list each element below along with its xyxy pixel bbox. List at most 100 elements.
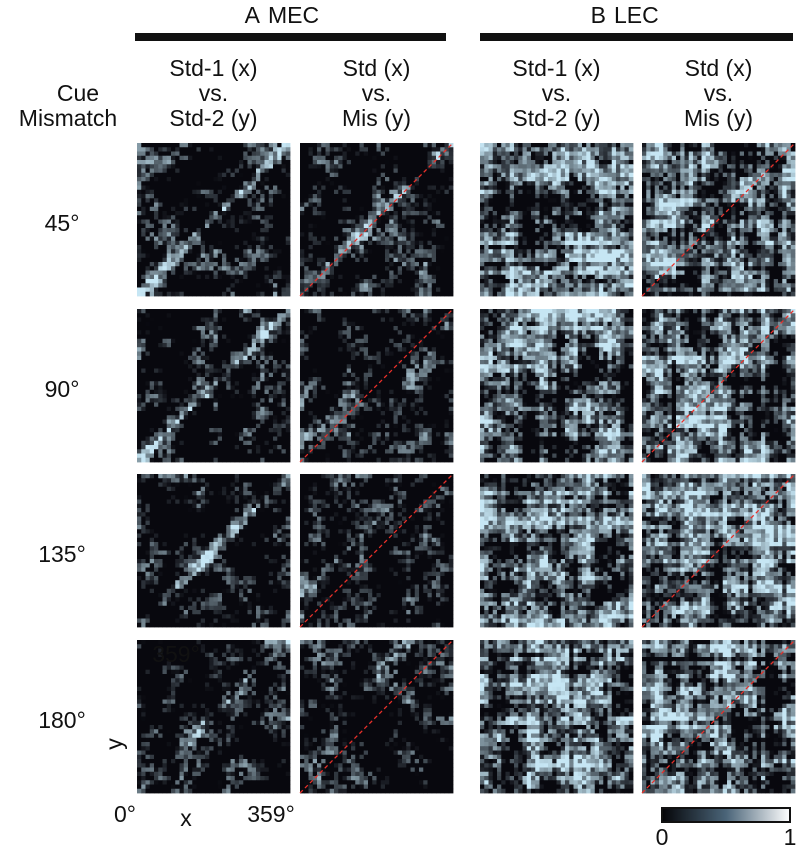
heatmap-cell [448,283,454,288]
heatmap-cell [260,172,265,178]
heatmap-cell [560,253,566,259]
heatmap-cell [141,194,146,199]
heatmap-cell [501,262,506,267]
heatmap-cell [526,266,532,271]
heatmap-cell [654,228,660,233]
heatmap-cell [535,211,540,216]
heatmap-cell [440,232,445,237]
heatmap-cell [671,147,677,152]
heatmap-cell [586,223,591,229]
heatmap-cell [137,198,142,203]
heatmap-cell [488,245,494,250]
heatmap-cell [735,185,741,191]
heatmap-cell [243,198,248,203]
heatmap-cell [436,143,441,148]
heatmap-cell [624,236,630,242]
heatmap-cell [145,270,151,276]
heatmap-cell [200,253,206,259]
heatmap-cell [603,143,608,148]
heatmap-cell [710,266,715,271]
heatmap-cell [158,274,163,280]
heatmap-cell [285,228,291,233]
heatmap-cell [209,164,214,169]
heatmap-cell [480,198,485,203]
heatmap-cell [650,228,656,233]
heatmap-cell [642,164,647,169]
heatmap-cell [200,202,206,208]
heatmap-cell [705,240,711,246]
heatmap-cell [368,291,373,297]
heatmap-cell [573,164,579,169]
heatmap-cell [577,185,583,191]
heatmap-cell [217,249,223,254]
heatmap-cell [239,189,244,195]
heatmap-cell [171,168,176,174]
heatmap-cell [230,160,236,165]
heatmap-cell [611,189,617,195]
heatmap-cell [501,164,506,169]
heatmap-cell [722,168,728,174]
heatmap-cell [497,155,502,161]
heatmap-cell [650,211,656,216]
heatmap-cell [154,168,159,174]
heatmap-cell [514,198,519,203]
heatmap-cell [448,253,454,259]
heatmap-cell [355,215,360,220]
heatmap-cell [209,211,214,216]
heatmap-cell [436,206,441,212]
heatmap-cell [522,155,528,161]
heatmap-cell [154,172,159,178]
heatmap-cell [646,249,651,254]
heatmap-cell [423,262,428,267]
heatmap-cell [230,266,236,271]
heatmap-cell [213,172,219,178]
heatmap-cell [368,266,373,271]
heatmap-cell [317,279,322,284]
heatmap-cell [188,215,193,220]
heatmap-cell [684,206,690,212]
heatmap-cell [624,151,630,157]
heatmap-cell [543,181,549,186]
heatmap-cell [247,240,253,246]
heatmap-cell [145,249,151,254]
heatmap-cell [586,202,591,208]
heatmap-cell [518,168,523,174]
heatmap-cell [149,283,155,288]
heatmap-cell [308,211,314,216]
heatmap-cell [251,155,257,161]
heatmap-cell [488,194,494,199]
heatmap-cell [722,228,728,233]
heatmap-cell [171,249,176,254]
heatmap-cell [137,219,142,225]
heatmap-cell [273,287,278,293]
heatmap-cell [436,168,441,174]
heatmap-cell [727,189,732,195]
heatmap-cell [247,219,253,225]
heatmap-cell [196,240,202,246]
heatmap-cell [351,215,356,220]
heatmap-cell [501,211,506,216]
heatmap-cell [380,206,386,212]
heatmap-cell [304,147,309,152]
heatmap-cell [573,143,579,148]
heatmap-cell [444,181,450,186]
heatmap-cell [268,194,274,199]
heatmap-cell [137,147,142,152]
heatmap-cell [363,143,369,148]
heatmap-cell [752,266,758,271]
heatmap-cell [414,279,420,284]
heatmap-cell [488,262,494,267]
heatmap-cell [389,223,394,229]
heatmap-cell [680,177,685,182]
heatmap-cell [397,253,403,259]
heatmap-cell [448,168,454,174]
heatmap-cell [586,274,591,280]
heatmap-cell [230,253,236,259]
heatmap-cell [179,245,185,250]
heatmap-cell [256,287,261,293]
heatmap-cell [141,215,146,220]
heatmap-cell [260,291,265,297]
heatmap-cell [744,143,749,148]
heatmap-cell [154,245,159,250]
heatmap-cell [773,185,779,191]
